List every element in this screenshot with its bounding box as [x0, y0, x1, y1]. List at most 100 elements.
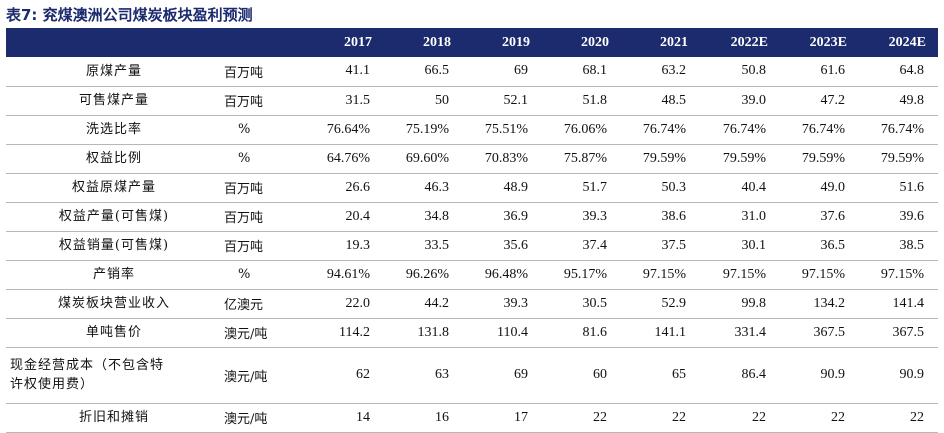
- table-cell: 110.4: [497, 324, 528, 340]
- row-label: 现金经营成本（不包含特 许权使用费）: [6, 347, 218, 403]
- column-header: 2023E: [780, 28, 859, 57]
- table-cell: 51.8: [582, 92, 608, 108]
- table-row: 权益原煤产量 百万吨 26.6 46.3 48.9 51.7 50.3 40.4…: [6, 173, 938, 202]
- table-cell: 34.8: [424, 208, 450, 224]
- table-cell: 96.48%: [484, 266, 528, 282]
- table-cell: 90.9: [899, 367, 925, 382]
- table-row: 可售煤产量 百万吨 31.5 50 52.1 51.8 48.5 39.0 47…: [6, 86, 938, 115]
- table-cell: 22: [752, 409, 766, 425]
- header-blank: [218, 28, 304, 57]
- table-cell: 62: [356, 367, 370, 382]
- table-row: 折旧和摊销 澳元/吨 14 16 17 22 22 22 22 22: [6, 403, 938, 432]
- row-label: 权益比例: [85, 151, 142, 166]
- table-cell: 94.61%: [326, 266, 370, 282]
- table-cell: 76.74%: [801, 121, 845, 137]
- row-unit: 百万吨: [224, 95, 264, 110]
- table-cell: 52.1: [503, 92, 529, 108]
- table-cell: 39.0: [741, 92, 767, 108]
- column-header: 2018: [384, 28, 463, 57]
- table-cell: 134.2: [813, 295, 846, 311]
- row-unit: 百万吨: [224, 65, 264, 81]
- column-header: 2021: [621, 28, 700, 57]
- table-cell: 52.9: [661, 295, 687, 311]
- table-cell: 50.3: [661, 179, 687, 195]
- table-cell: 14: [356, 409, 370, 425]
- table-cell: 37.4: [582, 237, 608, 253]
- table-cell: 22: [910, 409, 924, 425]
- table-row: 权益比例 % 64.76% 69.60% 70.83% 75.87% 79.59…: [6, 144, 938, 173]
- table-cell: 68.1: [582, 63, 608, 79]
- table-cell: 40.4: [741, 179, 767, 195]
- table-row: 权益销量(可售煤) 百万吨 19.3 33.5 35.6 37.4 37.5 3…: [6, 231, 938, 260]
- table-row: 单吨售价 澳元/吨 114.2 131.8 110.4 81.6 141.1 3…: [6, 318, 938, 347]
- table-cell: 69: [514, 63, 528, 79]
- table-cell: 69.60%: [405, 150, 449, 166]
- table-cell: 76.74%: [722, 121, 766, 137]
- table-cell: 39.3: [582, 208, 608, 224]
- table-cell: 49.8: [899, 92, 925, 108]
- table-cell: 22: [672, 409, 686, 425]
- table-cell: 114.2: [339, 324, 370, 340]
- table-cell: 17: [514, 409, 528, 425]
- row-label: 产销率: [92, 267, 135, 282]
- table-cell: 76.64%: [326, 121, 370, 137]
- table-cell: 70.83%: [484, 150, 528, 166]
- table-cell: 26.6: [345, 179, 371, 195]
- coal-profit-forecast-table: 2017 2018 2019 2020 2021 2022E 2023E 202…: [6, 28, 938, 433]
- table-cell: 38.6: [661, 208, 687, 224]
- table-cell: 20.4: [345, 208, 371, 224]
- table-cell: 81.6: [582, 324, 608, 340]
- table-cell: 75.87%: [563, 150, 607, 166]
- table-cell: 22: [831, 409, 845, 425]
- table-cell: 66.5: [424, 63, 450, 79]
- table-cell: 97.15%: [642, 266, 686, 282]
- table-cell: 36.5: [820, 237, 846, 253]
- table-cell: 64.8: [899, 63, 925, 79]
- table-cell: 367.5: [813, 324, 846, 340]
- table-cell: 61.6: [820, 63, 846, 79]
- table-cell: 31.0: [741, 208, 767, 224]
- table-cell: 63: [435, 367, 449, 382]
- table-cell: 99.8: [741, 295, 767, 311]
- row-unit: %: [238, 122, 251, 137]
- table-cell: 46.3: [424, 179, 450, 195]
- table-cell: 36.9: [503, 208, 529, 224]
- row-label: 折旧和摊销: [78, 410, 149, 425]
- table-cell: 64.76%: [326, 150, 370, 166]
- table-cell: 79.59%: [801, 150, 845, 166]
- row-label-line1: 现金经营成本（不包含特: [10, 358, 165, 373]
- table-cell: 97.15%: [722, 266, 766, 282]
- table-cell: 79.59%: [642, 150, 686, 166]
- table-cell: 75.51%: [484, 121, 528, 137]
- table-cell: 38.5: [899, 237, 925, 253]
- table-cell: 31.5: [345, 92, 371, 108]
- table-cell: 37.5: [661, 237, 687, 253]
- table-cell: 69: [514, 367, 528, 382]
- row-label: 权益产量(可售煤): [58, 209, 170, 224]
- table-cell: 44.2: [424, 295, 450, 311]
- table-cell: 97.15%: [880, 266, 924, 282]
- table-cell: 48.9: [503, 179, 529, 195]
- table-cell: 39.6: [899, 208, 925, 224]
- table-row: 煤炭板块营业收入 亿澳元 22.0 44.2 39.3 30.5 52.9 99…: [6, 289, 938, 318]
- column-header: 2024E: [859, 28, 938, 57]
- table-cell: 79.59%: [880, 150, 924, 166]
- row-label: 原煤产量: [85, 63, 142, 79]
- table-row: 原煤产量 百万吨 41.1 66.5 69 68.1 63.2 50.8 61.…: [6, 57, 938, 86]
- table-cell: 16: [435, 409, 449, 425]
- column-header: 2022E: [700, 28, 780, 57]
- table-cell: 60: [593, 367, 607, 382]
- table-cell: 50: [435, 92, 449, 108]
- header-blank: [6, 28, 218, 57]
- table-cell: 79.59%: [722, 150, 766, 166]
- table-cell: 41.1: [345, 63, 371, 79]
- row-label: 煤炭板块营业收入: [57, 296, 170, 311]
- table-cell: 86.4: [741, 367, 767, 382]
- table-cell: 65: [672, 367, 686, 382]
- table-cell: 331.4: [734, 324, 767, 340]
- row-unit: 澳元/吨: [224, 412, 268, 427]
- table-cell: 51.6: [899, 179, 925, 195]
- table-title: 表7: 兖煤澳洲公司煤炭板块盈利预测: [6, 6, 253, 24]
- row-unit: 百万吨: [224, 240, 264, 255]
- row-unit: 百万吨: [224, 182, 264, 197]
